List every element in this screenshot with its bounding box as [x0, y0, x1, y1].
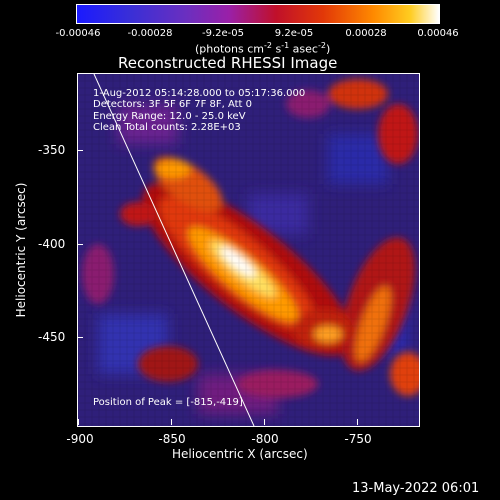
- colorbar-tick-label: -9.2e-05: [202, 28, 244, 39]
- peak-position-label: Position of Peak = [-815,-419]: [93, 397, 243, 408]
- energy-range-label: Energy Range: 12.0 - 25.0 keV: [93, 111, 246, 122]
- colorbar-tick-label: -0.00046: [55, 28, 101, 39]
- x-axis-label: Heliocentric X (arcsec): [172, 447, 308, 461]
- colorbar-unit-label: (photons cm-2 s-1 asec-2): [195, 41, 331, 56]
- solar-image: [77, 73, 420, 427]
- colorbar: [76, 4, 440, 24]
- solar-image-heatmap: [78, 74, 419, 426]
- y-tick-label: -450: [38, 330, 66, 344]
- x-tick-label: -750: [344, 432, 372, 446]
- y-tick: [77, 244, 83, 245]
- y-tick-label: -350: [38, 143, 66, 157]
- y-axis-label: Heliocentric Y (arcsec): [14, 182, 28, 318]
- x-tick: [264, 419, 265, 425]
- detectors-label: Detectors: 3F 5F 6F 7F 8F, Att 0: [93, 99, 253, 110]
- colorbar-tick-label: 0.00028: [345, 28, 387, 39]
- plot-title: Reconstructed RHESSI Image: [118, 54, 338, 72]
- y-tick: [77, 337, 83, 338]
- time-range-label: 1-Aug-2012 05:14:28.000 to 05:17:36.000: [93, 88, 306, 99]
- x-tick-label: -900: [66, 432, 94, 446]
- y-tick: [77, 150, 83, 151]
- x-tick: [171, 419, 172, 425]
- total-counts-label: Clean Total counts: 2.28E+03: [93, 122, 241, 133]
- colorbar-tick-label: 0.00046: [417, 28, 459, 39]
- x-tick: [78, 419, 79, 425]
- x-tick: [357, 419, 358, 425]
- x-tick-label: -850: [158, 432, 186, 446]
- y-tick-label: -400: [38, 237, 66, 251]
- colorbar-tick-label: -0.00028: [127, 28, 173, 39]
- colorbar-tick-label: 9.2e-05: [274, 28, 314, 39]
- x-tick-label: -800: [251, 432, 279, 446]
- date-stamp: 13-May-2022 06:01: [352, 481, 480, 496]
- limb-line: [93, 74, 255, 426]
